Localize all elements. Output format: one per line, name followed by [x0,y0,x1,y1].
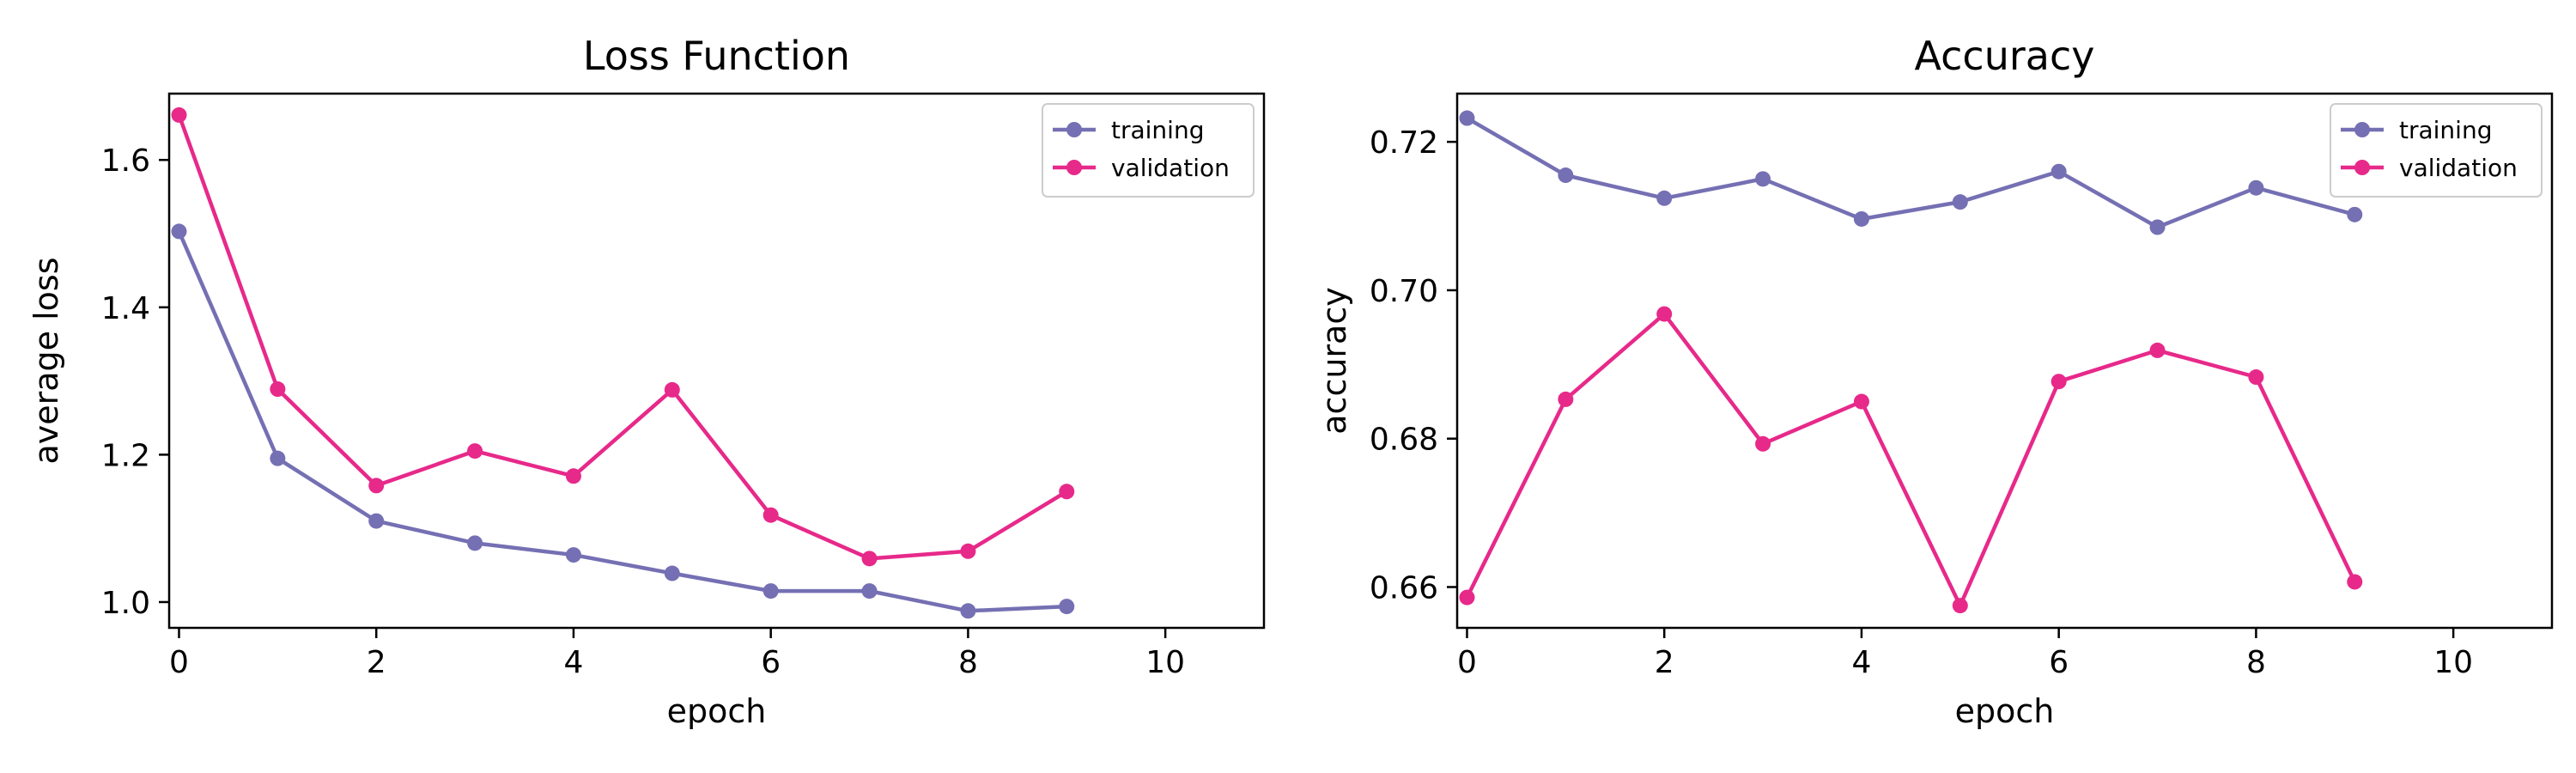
y-tick-label: 0.68 [1370,423,1438,458]
data-point-validation [2149,342,2166,358]
data-point-validation [171,107,187,123]
legend-label-validation: validation [1111,154,1230,182]
data-point-training [664,565,680,581]
data-point-training [171,223,187,240]
data-point-validation [1059,484,1075,500]
data-point-validation [664,381,680,398]
legend-marker-training [1066,122,1082,137]
plot-frame [167,92,1266,630]
data-point-training [2050,163,2067,180]
legend-marker-validation [2354,160,2370,175]
data-point-training [2248,180,2264,196]
data-point-validation [467,443,483,460]
data-point-training [368,513,385,529]
chart-title: Accuracy [1914,33,2094,79]
data-point-validation [2347,574,2363,590]
data-point-training [1755,171,1771,187]
data-point-validation [368,478,385,494]
series-line-training [177,230,1067,613]
y-tick-label: 1.4 [101,291,150,326]
data-point-validation [1853,393,1869,410]
data-point-validation [1558,391,1574,407]
data-point-training [1059,599,1075,615]
legend-box [2330,103,2543,198]
y-tick-label: 0.72 [1370,125,1438,161]
data-point-training [2149,219,2166,235]
y-tick-label: 0.70 [1370,274,1438,309]
series-line-training [1466,116,2355,229]
x-tick-label: 10 [2433,645,2473,680]
legend-marker-training [2354,122,2370,137]
legend-marker-validation [1066,160,1082,175]
x-tick-label: 6 [761,645,781,680]
data-point-training [270,450,286,466]
plot-frame [1455,92,2554,630]
y-axis-label: accuracy [1315,287,1353,434]
data-point-validation [1952,598,1968,614]
y-tick-label: 1.2 [101,438,150,473]
data-point-training [1853,210,1869,227]
x-axis-label: epoch [1955,692,2055,730]
data-point-validation [861,551,878,567]
data-point-training [762,583,779,600]
chart-title: Loss Function [583,33,850,79]
data-point-validation [1459,589,1475,606]
y-axis-label: average loss [27,257,65,464]
data-point-training [565,547,581,563]
accuracy-chart: Accuracy 0 2 4 6 8 10 0.66 0.68 0.70 0.72 epoch accu… [1315,33,2554,730]
loss-chart: Loss Function 0 2 4 6 8 10 1.0 1.2 1.4 1.6 epoch ave… [27,33,1266,730]
y-tick-label: 1.0 [101,586,150,621]
x-tick-label: 2 [367,645,386,680]
x-tick-label: 4 [1851,645,1871,680]
x-tick-label: 4 [563,645,583,680]
legend-label-training: training [2399,116,2492,144]
x-tick-label: 0 [169,645,189,680]
series-line-validation [177,114,1068,561]
data-point-validation [762,507,779,523]
data-point-training [1952,194,1968,210]
data-point-validation [1755,435,1771,452]
data-point-validation [1656,306,1673,322]
data-point-training [960,603,976,619]
data-point-validation [2050,374,2067,390]
x-tick-label: 6 [2049,645,2069,680]
data-point-validation [565,468,581,484]
data-point-validation [2248,369,2264,386]
data-point-training [2347,206,2363,222]
y-tick-label: 1.6 [101,143,150,179]
data-point-validation [960,543,976,559]
legend-label-validation: validation [2399,154,2518,182]
data-point-training [467,535,483,551]
x-tick-label: 10 [1145,645,1185,680]
data-point-training [861,583,878,600]
y-tick-label: 0.66 [1370,570,1438,606]
data-point-training [1459,110,1475,126]
data-point-training [1558,167,1574,184]
x-tick-label: 0 [1457,645,1477,680]
series-line-validation [1465,312,2357,608]
legend-label-training: training [1111,116,1204,144]
data-point-validation [270,381,286,398]
data-point-training [1656,190,1673,206]
x-tick-label: 8 [958,645,978,680]
x-tick-label: 8 [2246,645,2266,680]
legend-box [1042,103,1255,198]
x-tick-label: 2 [1655,645,1674,680]
x-axis-label: epoch [667,692,767,730]
